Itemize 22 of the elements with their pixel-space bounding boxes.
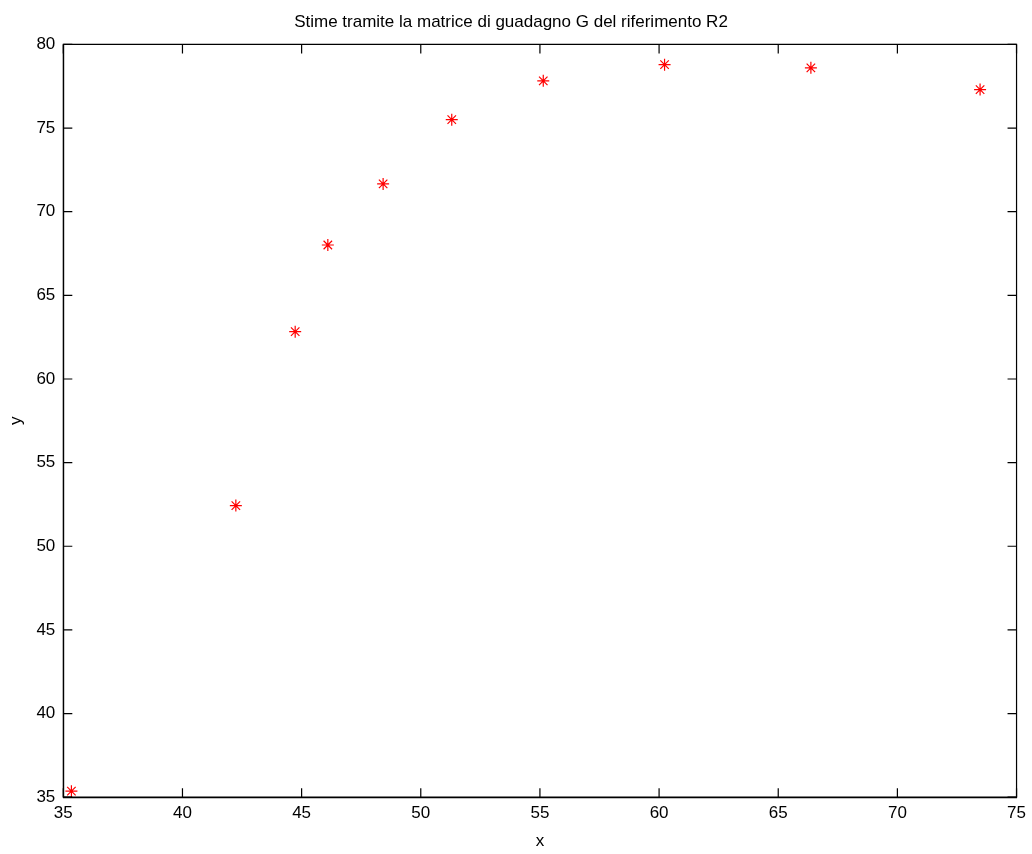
y-tick-label: 35 — [36, 786, 56, 806]
y-tick-label: 80 — [36, 34, 56, 54]
y-tick-label: 75 — [36, 117, 56, 137]
x-tick-label: 50 — [411, 803, 431, 823]
y-axis-title: y — [5, 416, 25, 426]
y-tick-label: 45 — [36, 619, 56, 639]
x-tick-label: 75 — [1007, 803, 1027, 823]
x-axis-title: x — [535, 831, 545, 851]
x-tick-label: 45 — [292, 803, 312, 823]
y-tick-label: 65 — [36, 285, 56, 305]
x-tick-label: 40 — [173, 803, 192, 823]
x-tick-label: 35 — [53, 803, 73, 823]
x-tick-label: 55 — [530, 803, 550, 823]
y-tick-label: 50 — [36, 535, 56, 555]
x-tick-label: 65 — [768, 803, 788, 823]
y-tick-label: 70 — [36, 201, 56, 221]
y-tick-label: 60 — [36, 368, 56, 388]
x-tick-label: 60 — [649, 803, 669, 823]
chart-title: Stime tramite la matrice di guadagno G del riferimento R2 — [294, 11, 728, 31]
x-tick-label: 70 — [887, 803, 907, 823]
y-tick-label: 40 — [36, 703, 56, 723]
y-tick-label: 55 — [36, 452, 56, 472]
